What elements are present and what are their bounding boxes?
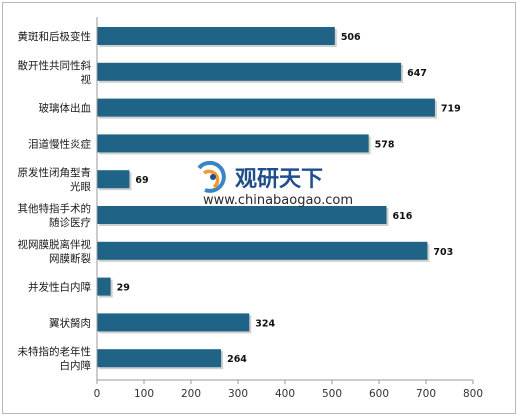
value-label-0: 506 xyxy=(341,32,361,43)
bar-chart: 黄斑和后极变性散开性共同性斜视玻璃体出血泪道慢性炎症原发性闭角型青光眼其他特指手… xyxy=(18,17,483,400)
x-tick-label-6: 600 xyxy=(369,388,389,400)
category-label-8: 翼状胬肉 xyxy=(49,316,91,329)
category-label-5-line-0: 其他特指手术的 xyxy=(18,202,92,215)
category-label-0: 黄斑和后极变性 xyxy=(18,30,92,43)
bar-7 xyxy=(97,277,111,296)
category-label-3: 泪道慢性炎症 xyxy=(28,137,91,150)
value-label-2: 719 xyxy=(441,104,461,115)
value-label-6: 703 xyxy=(433,247,453,258)
value-label-4: 69 xyxy=(135,175,148,186)
category-label-4-line-0: 原发性闭角型青 xyxy=(18,166,92,179)
value-label-7: 29 xyxy=(117,283,130,294)
bar-9 xyxy=(97,349,222,368)
category-label-1-line-1: 视 xyxy=(81,73,92,86)
category-label-5-line-1: 随诊医疗 xyxy=(49,216,91,229)
x-tick-label-1: 100 xyxy=(134,388,154,400)
x-tick-label-8: 800 xyxy=(463,388,483,400)
x-tick-label-0: 0 xyxy=(94,388,101,400)
value-label-8: 324 xyxy=(255,318,275,329)
value-label-5: 616 xyxy=(393,211,413,222)
watermark: 观研天下 www.chinabaogao.com xyxy=(197,160,353,208)
x-tick-label-2: 200 xyxy=(181,388,201,400)
category-label-7: 并发性白内障 xyxy=(28,281,91,294)
category-label-6-line-0: 视网膜脱离伴视 xyxy=(18,238,92,251)
watermark-logo-icon xyxy=(197,160,226,193)
category-label-9-line-1: 白内障 xyxy=(60,359,92,372)
chart-frame: 黄斑和后极变性 散开性共同性斜视玻璃体出血泪道慢性炎症原发性闭角型青 光眼其他特指手… xyxy=(2,2,516,414)
value-label-9: 264 xyxy=(227,354,247,365)
x-tick-label-3: 300 xyxy=(228,388,248,400)
x-axis: 0 100 200 300 400 500 600 700 800 xyxy=(94,17,483,400)
bar-5 xyxy=(97,206,387,224)
bar-0 xyxy=(97,27,335,45)
category-label-6-line-1: 网膜断裂 xyxy=(49,252,91,265)
bar-8 xyxy=(97,313,250,332)
value-label-3: 578 xyxy=(375,139,395,150)
category-label-1-line-0: 散开性共同性斜 xyxy=(18,59,92,72)
watermark-name: 观研天下 xyxy=(235,166,323,192)
category-label-2: 玻璃体出血 xyxy=(39,102,92,115)
x-tick-label-7: 700 xyxy=(416,388,436,400)
category-label-4-line-1: 光眼 xyxy=(70,180,91,193)
bars-group xyxy=(97,27,437,370)
category-label-9-line-0: 未特指的老年性 xyxy=(18,345,92,358)
bar-1 xyxy=(97,62,402,81)
value-labels-group: 506 647 719 578 69 616 703 29 324 264 xyxy=(117,32,461,365)
bar-4 xyxy=(97,170,130,189)
bar-2 xyxy=(97,98,435,117)
bar-6 xyxy=(97,241,428,260)
value-label-1: 647 xyxy=(407,68,427,79)
category-labels-group: 黄斑和后极变性散开性共同性斜视玻璃体出血泪道慢性炎症原发性闭角型青光眼其他特指手… xyxy=(18,30,92,372)
x-tick-label-5: 500 xyxy=(322,388,342,400)
bar-3 xyxy=(97,134,369,153)
watermark-url: www.chinabaogao.com xyxy=(203,193,353,208)
x-tick-label-4: 400 xyxy=(275,388,295,400)
